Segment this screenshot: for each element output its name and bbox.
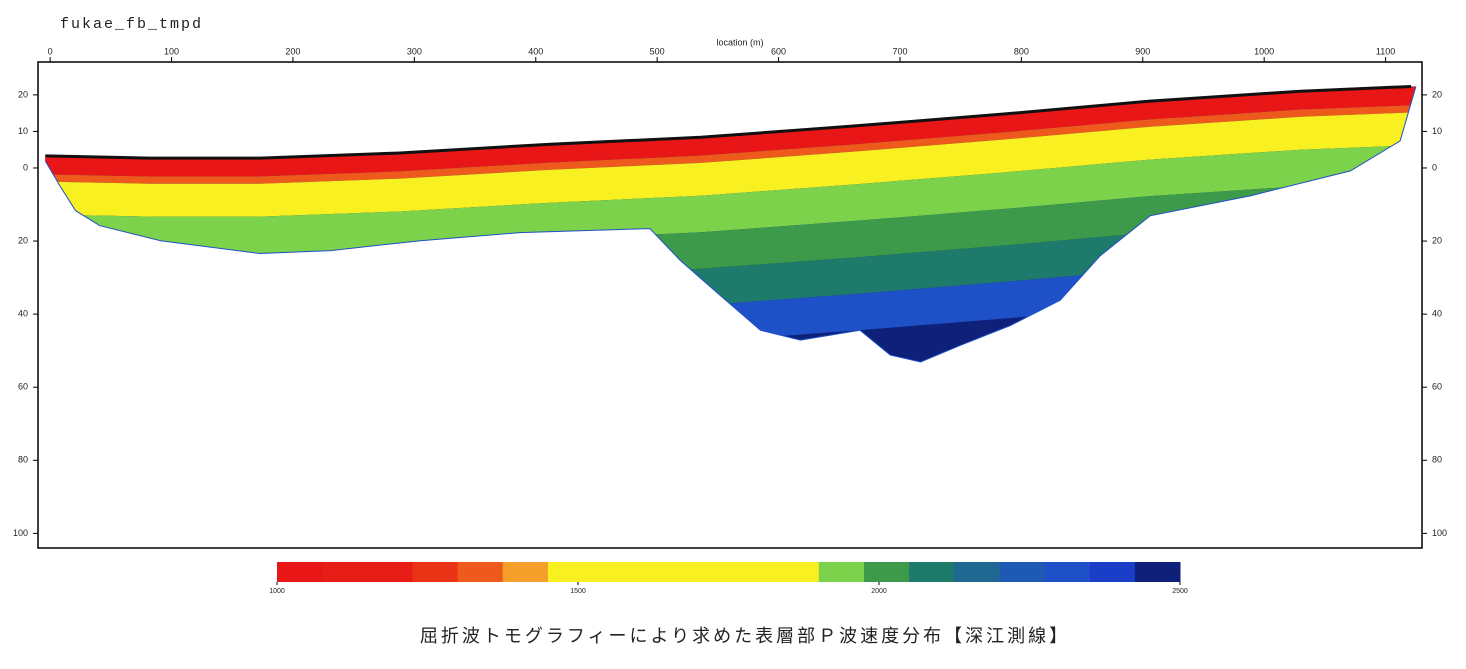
colorbar-swatch xyxy=(999,562,1046,582)
x-tick-label: 500 xyxy=(650,46,665,56)
section-base xyxy=(44,86,1417,363)
y-tick-label-right: 10 xyxy=(1432,126,1442,136)
x-tick-label: 700 xyxy=(892,46,907,56)
colorbar-swatch xyxy=(773,562,820,582)
colorbar-swatch xyxy=(1134,562,1181,582)
ground-surface xyxy=(45,85,1412,160)
colorbar-swatch xyxy=(502,562,549,582)
x-tick-label: 200 xyxy=(285,46,300,56)
y-tick-label-left: 60 xyxy=(18,382,28,392)
y-tick-label-right: 60 xyxy=(1432,382,1442,392)
x-tick-label: 1100 xyxy=(1376,46,1395,56)
y-tick-label-left: 20 xyxy=(18,89,28,99)
x-tick-label: 100 xyxy=(164,46,179,56)
y-tick-label-left: 0 xyxy=(23,162,28,172)
velocity-band xyxy=(45,112,1416,217)
colorbar-swatch xyxy=(638,562,684,582)
y-tick-label-right: 80 xyxy=(1432,455,1442,465)
colorbar-swatch xyxy=(954,562,1000,582)
x-tick-label: 900 xyxy=(1135,46,1150,56)
colorbar-swatch xyxy=(412,562,459,582)
caption: 屈折波トモグラフィーにより求めた表層部Ｐ波速度分布【深江測線】 xyxy=(420,626,1070,646)
y-tick-label-left: 20 xyxy=(18,235,28,245)
colorbar-swatch xyxy=(277,562,323,582)
y-tick-label-left: 40 xyxy=(18,309,28,319)
velocity-band xyxy=(45,104,1416,184)
x-tick-label: 1000 xyxy=(1254,46,1274,56)
x-tick-label: 600 xyxy=(771,46,786,56)
colorbar-swatch xyxy=(593,562,639,582)
y-tick-label-right: 20 xyxy=(1432,235,1442,245)
colorbar-swatch xyxy=(1044,562,1091,582)
colorbar-tick-label: 1500 xyxy=(570,588,586,595)
y-tick-label-right: 40 xyxy=(1432,309,1442,319)
colorbar-tick-label: 2500 xyxy=(1172,588,1188,595)
x-tick-label: 800 xyxy=(1014,46,1029,56)
colorbar-swatch xyxy=(683,562,729,582)
velocity-band xyxy=(45,144,1416,254)
colorbar-tick-label: 2000 xyxy=(871,588,887,595)
y-tick-label-right: 100 xyxy=(1432,528,1447,538)
y-tick-label-left: 100 xyxy=(13,528,28,538)
colorbar-swatch xyxy=(863,562,910,582)
colorbar-tick-label: 1000 xyxy=(269,588,285,595)
colorbar-swatch xyxy=(1089,562,1136,582)
y-tick-label-right: 20 xyxy=(1432,89,1442,99)
colorbar-swatch xyxy=(457,562,504,582)
figure-title: fukae_fb_tmpd xyxy=(60,16,203,33)
colorbar-swatch xyxy=(909,562,955,582)
y-tick-label-left: 10 xyxy=(18,126,28,136)
x-axis-label: location (m) xyxy=(716,37,763,47)
x-tick-label: 300 xyxy=(407,46,422,56)
y-tick-label-left: 80 xyxy=(18,455,28,465)
colorbar-swatch xyxy=(728,562,775,582)
y-tick-label-right: 0 xyxy=(1432,162,1437,172)
colorbar-swatch xyxy=(367,562,413,582)
colorbar-swatch xyxy=(322,562,368,582)
plot-frame xyxy=(37,61,1423,549)
x-tick-label: 0 xyxy=(48,46,53,56)
colorbar-swatch xyxy=(547,562,594,582)
colorbar-swatch xyxy=(818,562,865,582)
x-tick-label: 400 xyxy=(528,46,543,56)
